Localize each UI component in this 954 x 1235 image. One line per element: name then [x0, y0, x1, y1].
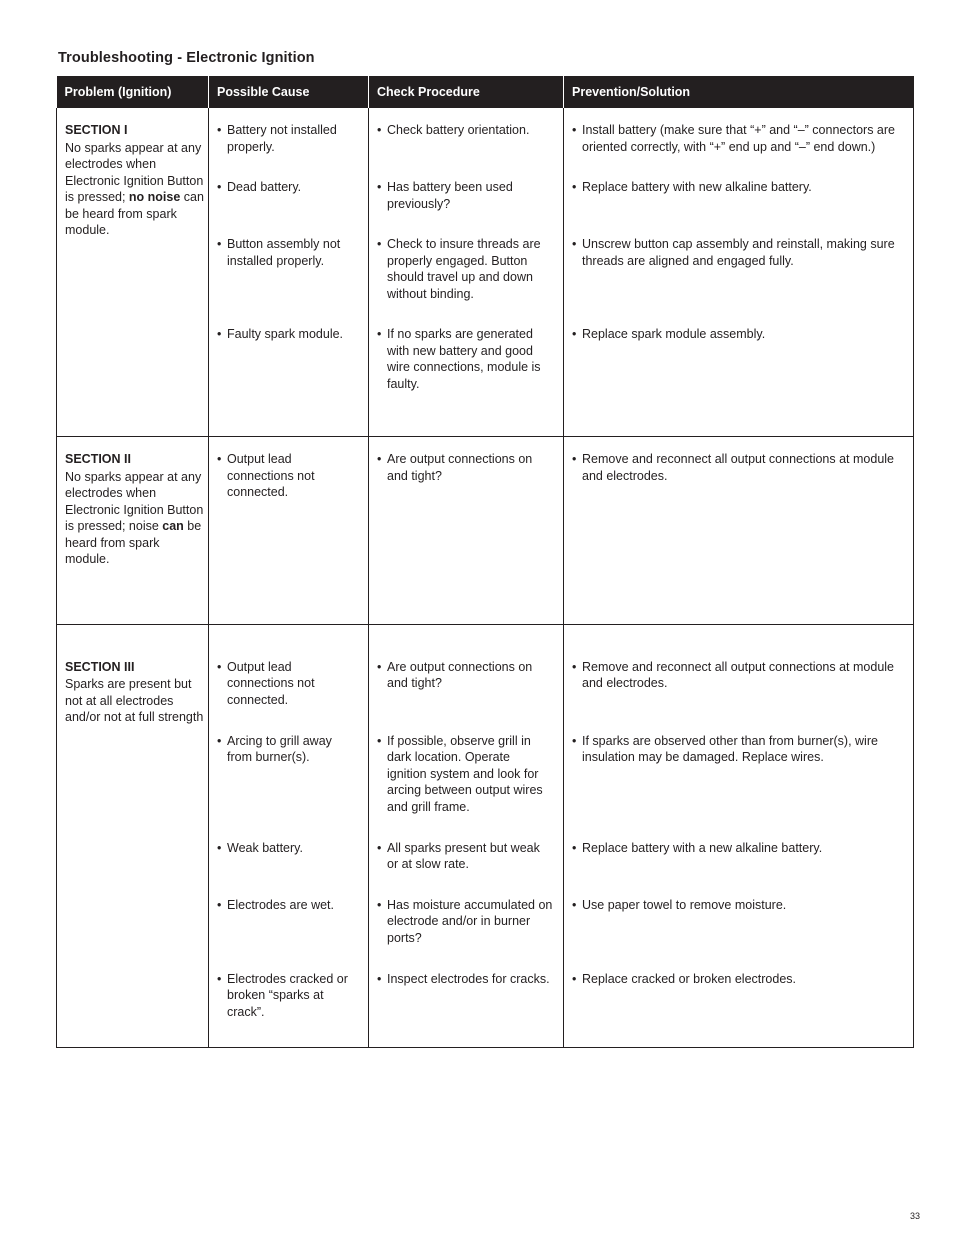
document-page: Troubleshooting - Electronic Ignition Pr… — [0, 0, 954, 1235]
table-section: SECTION IIISparks are present but not at… — [57, 624, 914, 1047]
prevention-solution-cell: Remove and reconnect all output connecti… — [564, 437, 914, 625]
problem-cell: SECTION IIISparks are present but not at… — [57, 624, 209, 1047]
col-header-solution: Prevention/Solution — [564, 76, 914, 108]
problem-cell: SECTION I No sparks appear at any electro… — [57, 108, 209, 437]
col-header-check: Check Procedure — [369, 76, 564, 108]
prevention-solution-item: Unscrew button cap assembly and reinstal… — [572, 236, 903, 302]
prevention-solution-item: Replace battery with a new alkaline batt… — [572, 840, 903, 873]
possible-cause-item: Faulty spark module. — [217, 326, 358, 392]
check-procedure-cell: Check battery orientation. Has battery be… — [369, 108, 564, 437]
table-section: SECTION II No sparks appear at any electr… — [57, 437, 914, 625]
possible-cause-item: Arcing to grill away from burner(s). — [217, 733, 358, 816]
check-procedure-item: Inspect electrodes for cracks. — [377, 971, 553, 1021]
possible-cause-cell: Output lead connections not connected. Ar… — [209, 624, 369, 1047]
prevention-solution-item: Install battery (make sure that “+” and … — [572, 122, 903, 155]
check-procedure-cell: Are output connections on and tight? If p… — [369, 624, 564, 1047]
table-section: SECTION I No sparks appear at any electro… — [57, 108, 914, 437]
col-header-problem: Problem (Ignition) — [57, 76, 209, 108]
check-procedure-item: All sparks present but weak or at slow r… — [377, 840, 553, 873]
possible-cause-item: Electrodes are wet. — [217, 897, 358, 947]
check-procedure-item: Has moisture accumulated on electrode an… — [377, 897, 553, 947]
problem-description: Sparks are present but not at all electr… — [65, 677, 203, 724]
prevention-solution-item: Use paper towel to remove moisture. — [572, 897, 903, 947]
check-procedure-item: Has battery been used previously? — [377, 179, 553, 212]
possible-cause-cell: Battery not installed properly. Dead batt… — [209, 108, 369, 437]
prevention-solution-item: Replace spark module assembly. — [572, 326, 903, 392]
section-label: SECTION I — [65, 122, 204, 139]
prevention-solution-item: Remove and reconnect all output connecti… — [572, 659, 903, 709]
prevention-solution-cell: Remove and reconnect all output connecti… — [564, 624, 914, 1047]
possible-cause-item: Output lead connections not connected. — [217, 659, 358, 709]
troubleshooting-table: Problem (Ignition) Possible Cause Check … — [56, 76, 914, 1048]
check-procedure-cell: Are output connections on and tight? — [369, 437, 564, 625]
col-header-cause: Possible Cause — [209, 76, 369, 108]
check-procedure-item: Are output connections on and tight? — [377, 659, 553, 709]
check-procedure-item: Check battery orientation. — [377, 122, 553, 155]
table-header-row: Problem (Ignition) Possible Cause Check … — [57, 76, 914, 108]
possible-cause-cell: Output lead connections not connected. — [209, 437, 369, 625]
problem-description: No sparks appear at any electrodes when … — [65, 141, 204, 238]
check-procedure-item: Check to insure threads are properly eng… — [377, 236, 553, 302]
possible-cause-item: Dead battery. — [217, 179, 358, 212]
possible-cause-item: Battery not installed properly. — [217, 122, 358, 155]
possible-cause-item: Output lead connections not connected. — [217, 451, 358, 501]
possible-cause-item: Electrodes cracked or broken “sparks at … — [217, 971, 358, 1021]
possible-cause-item: Weak battery. — [217, 840, 358, 873]
prevention-solution-cell: Install battery (make sure that “+” and … — [564, 108, 914, 437]
page-title: Troubleshooting - Electronic Ignition — [58, 50, 914, 66]
prevention-solution-item: Replace cracked or broken electrodes. — [572, 971, 903, 1021]
check-procedure-item: Are output connections on and tight? — [377, 451, 553, 501]
prevention-solution-item: Replace battery with new alkaline batter… — [572, 179, 903, 212]
page-number: 33 — [910, 1211, 920, 1221]
section-label: SECTION II — [65, 451, 204, 468]
problem-cell: SECTION II No sparks appear at any electr… — [57, 437, 209, 625]
check-procedure-item: If no sparks are generated with new batt… — [377, 326, 553, 392]
table-body: SECTION I No sparks appear at any electro… — [57, 108, 914, 1047]
prevention-solution-item: If sparks are observed other than from b… — [572, 733, 903, 816]
prevention-solution-item: Remove and reconnect all output connecti… — [572, 451, 903, 501]
check-procedure-item: If possible, observe grill in dark locat… — [377, 733, 553, 816]
possible-cause-item: Button assembly not installed properly. — [217, 236, 358, 302]
problem-description: No sparks appear at any electrodes when … — [65, 470, 203, 567]
section-label: SECTION III — [65, 659, 204, 676]
